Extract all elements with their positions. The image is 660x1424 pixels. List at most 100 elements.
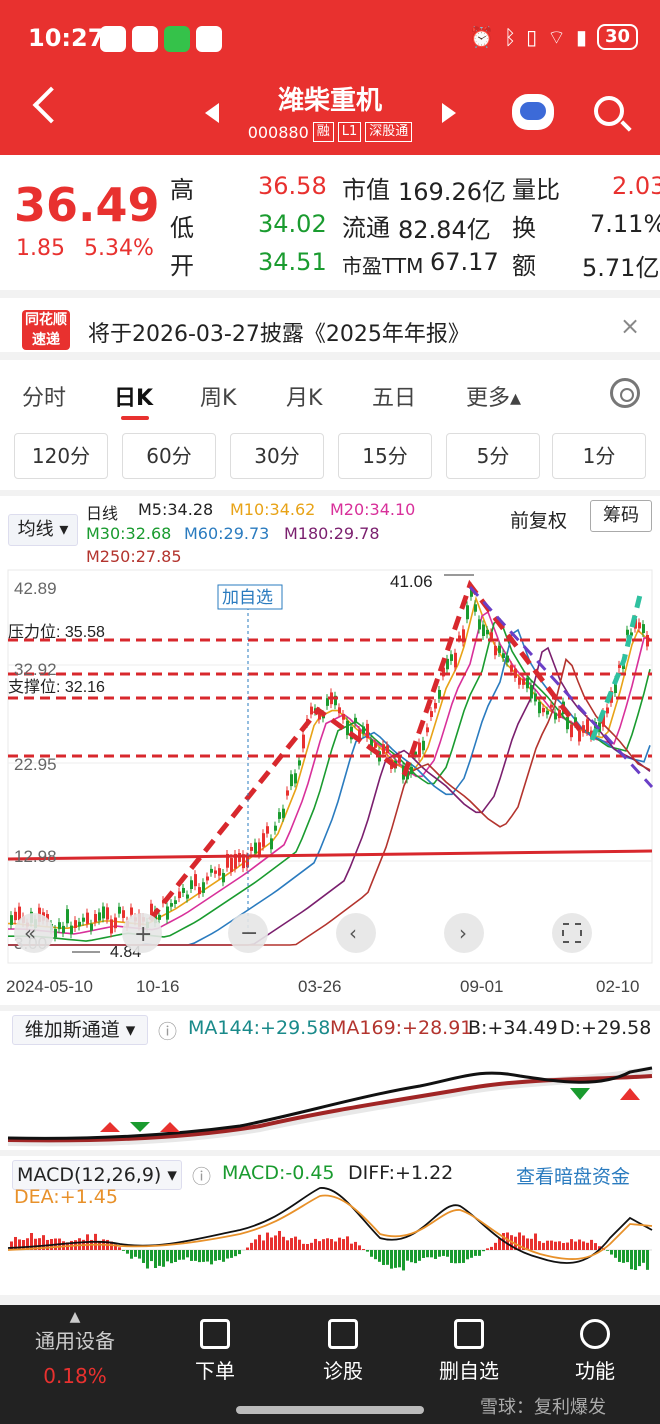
chip-distribution-button[interactable]: 筹码 <box>590 500 652 532</box>
macd-bar <box>482 1250 485 1252</box>
tab-weekly-k[interactable]: 周K <box>200 386 237 411</box>
add-watch-label[interactable]: 加自选 <box>222 588 273 607</box>
macd-bar <box>594 1243 597 1250</box>
candle-body <box>454 652 457 668</box>
macd-bar <box>534 1233 537 1250</box>
candle-body <box>170 903 173 907</box>
candle-body <box>298 760 301 766</box>
macd-bar <box>166 1250 169 1262</box>
chip-30min[interactable]: 30分 <box>230 433 324 479</box>
dark-pool-link[interactable]: 查看暗盘资金 <box>516 1166 631 1188</box>
candle-body <box>582 725 585 733</box>
home-indicator[interactable] <box>236 1406 424 1414</box>
candle-body <box>602 712 605 727</box>
candle-body <box>462 629 465 643</box>
tab-monthly-k[interactable]: 月K <box>286 386 323 411</box>
candle-body <box>382 744 385 754</box>
vegas-selector[interactable]: 维加斯通道 ▾ <box>12 1015 148 1045</box>
chart-controls[interactable]: « + − ‹ › <box>14 913 592 953</box>
candle-body <box>646 634 649 647</box>
candle-body <box>82 917 85 922</box>
macd-bar <box>426 1250 429 1258</box>
candle-body <box>254 842 257 854</box>
device-selector[interactable]: ▲ 通用设备 0.18% <box>20 1309 130 1388</box>
macd-selector[interactable]: MACD(12,26,9) ▾ <box>12 1160 182 1190</box>
chip-5min[interactable]: 5分 <box>446 433 540 479</box>
logo-line: 速递 <box>32 332 60 348</box>
candle-body <box>186 894 189 899</box>
candle-body <box>326 698 329 706</box>
y-tick-label: 12.98 <box>14 847 57 866</box>
tab-more[interactable]: 更多▴ <box>466 386 522 411</box>
pressure-label: 压力位: 35.58 <box>8 623 105 641</box>
tab-daily-k[interactable]: 日K <box>114 386 154 411</box>
close-icon[interactable]: × <box>620 312 641 340</box>
candle-body <box>190 880 193 889</box>
candle-body <box>630 632 633 636</box>
candle-body <box>310 706 313 715</box>
order-button[interactable]: 下单 <box>160 1319 270 1384</box>
fullscreen-button[interactable] <box>552 913 592 953</box>
app-icon <box>132 26 158 52</box>
candle-body <box>10 915 13 925</box>
macd-bar <box>174 1250 177 1263</box>
zoom-out-button[interactable] <box>228 913 268 953</box>
candle-body <box>118 906 121 914</box>
scroll-left-button[interactable] <box>336 913 376 953</box>
previous-stock-icon[interactable] <box>205 103 219 123</box>
macd-bar <box>262 1240 265 1250</box>
macd-bar <box>182 1250 185 1260</box>
candle-body <box>550 704 553 708</box>
scroll-start-button[interactable] <box>14 913 54 953</box>
candle-body <box>342 713 345 720</box>
plus-icon: + <box>134 922 152 947</box>
ma20-value: M20:34.10 <box>330 500 416 519</box>
sell-arrow <box>130 1122 150 1132</box>
candle-body <box>410 766 413 774</box>
amount-label: 额 <box>512 252 536 280</box>
chip-120min[interactable]: 120分 <box>14 433 108 479</box>
signal-icon: ▮ <box>575 25 587 49</box>
remove-watch-button[interactable]: 删自选 <box>414 1319 524 1384</box>
header: 10:27 ⏰ ᛒ ▯ ⌔ ▮ 30 潍柴重机 000880 融 L1 深股通 <box>0 0 660 155</box>
functions-button[interactable]: 功能 <box>540 1319 650 1384</box>
candle-body <box>438 689 441 699</box>
candle-body <box>542 707 545 713</box>
search-icon[interactable] <box>594 96 624 126</box>
candle-body <box>530 685 533 699</box>
macd-bar <box>338 1237 341 1250</box>
zoom-in-button[interactable] <box>122 913 162 953</box>
scroll-right-button[interactable] <box>444 913 484 953</box>
ma144-value: MA144:+29.58 <box>188 1017 331 1039</box>
candle-body <box>150 903 153 916</box>
add-watch-box <box>217 584 283 610</box>
notice-banner[interactable]: 同花顺 速递 将于2026-03-27披露《2025年年报》 × <box>0 290 660 360</box>
nav-label: 下单 <box>195 1359 235 1383</box>
diff-line <box>7 1187 653 1264</box>
diagnose-button[interactable]: 诊股 <box>288 1319 398 1384</box>
settings-icon[interactable] <box>610 378 640 408</box>
tab-five-day[interactable]: 五日 <box>372 386 417 411</box>
candle-body <box>638 622 641 629</box>
candle-body <box>86 912 89 924</box>
chip-60min[interactable]: 60分 <box>122 433 216 479</box>
macd-bar <box>214 1250 217 1261</box>
kline-chart[interactable]: 42.89 32.92 22.95 12.98 3.00 压力位: 35.58 … <box>0 565 660 1000</box>
help-icon[interactable]: ⓘ <box>192 1166 212 1188</box>
chip-1min[interactable]: 1分 <box>552 433 646 479</box>
help-icon[interactable]: ⓘ <box>158 1021 178 1043</box>
ma144-line <box>7 1066 653 1140</box>
chevron-right-icon: › <box>459 921 467 945</box>
candle-body <box>466 605 469 620</box>
adjust-mode[interactable]: 前复权 <box>510 510 568 532</box>
ma-selector[interactable]: 均线 ▾ <box>8 514 78 546</box>
macd-bar <box>606 1250 609 1251</box>
assistant-robot-icon[interactable] <box>512 94 554 130</box>
macd-bar <box>402 1250 405 1271</box>
tab-intraday[interactable]: 分时 <box>22 386 67 411</box>
candle-body <box>522 678 525 685</box>
next-stock-icon[interactable] <box>442 103 456 123</box>
candle-body <box>534 693 537 702</box>
chip-15min[interactable]: 15分 <box>338 433 432 479</box>
macd-bar <box>454 1250 457 1264</box>
